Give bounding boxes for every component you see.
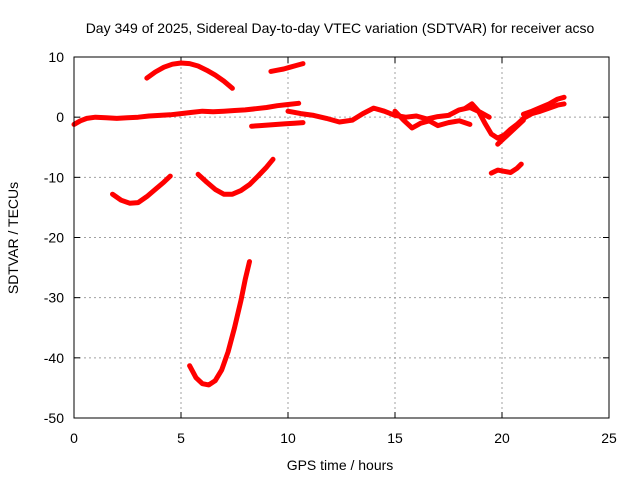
series-track-1 bbox=[71, 100, 302, 127]
chart-title: Day 349 of 2025, Sidereal Day-to-day VTE… bbox=[86, 20, 595, 36]
plot-frame bbox=[73, 56, 610, 419]
y-axis-label: SDTVAR / TECUs bbox=[5, 182, 21, 294]
y-tick-label: -40 bbox=[44, 350, 64, 366]
x-tick-label: 0 bbox=[70, 430, 78, 446]
series-track-2 bbox=[144, 60, 235, 91]
y-tick-label: -50 bbox=[44, 410, 64, 426]
series-track-11 bbox=[110, 173, 173, 206]
y-tick-label: -30 bbox=[44, 290, 64, 306]
tick-labels: 0 5 10 15 20 25 -50 -40 -30 -20 -10 0 10 bbox=[44, 49, 617, 446]
y-tick-label: 0 bbox=[56, 109, 64, 125]
x-tick-label: 15 bbox=[387, 430, 403, 446]
data-series bbox=[71, 60, 567, 388]
series-track-13 bbox=[187, 259, 252, 388]
series-track-3 bbox=[268, 61, 306, 74]
series-track-8 bbox=[495, 117, 526, 147]
y-tick-label: 10 bbox=[48, 49, 64, 65]
series-track-10 bbox=[488, 161, 524, 176]
series-track-6 bbox=[392, 108, 473, 131]
y-tick-label: -20 bbox=[44, 230, 64, 246]
x-tick-label: 20 bbox=[494, 430, 510, 446]
series-track-12 bbox=[195, 156, 276, 197]
series-track-5 bbox=[285, 105, 492, 125]
x-tick-label: 25 bbox=[601, 430, 617, 446]
x-axis-label: GPS time / hours bbox=[287, 457, 394, 473]
series-track-4 bbox=[249, 120, 306, 129]
series-track-9 bbox=[520, 94, 567, 117]
x-tick-label: 5 bbox=[177, 430, 185, 446]
x-tick-label: 10 bbox=[280, 430, 296, 446]
y-tick-label: -10 bbox=[44, 169, 64, 185]
